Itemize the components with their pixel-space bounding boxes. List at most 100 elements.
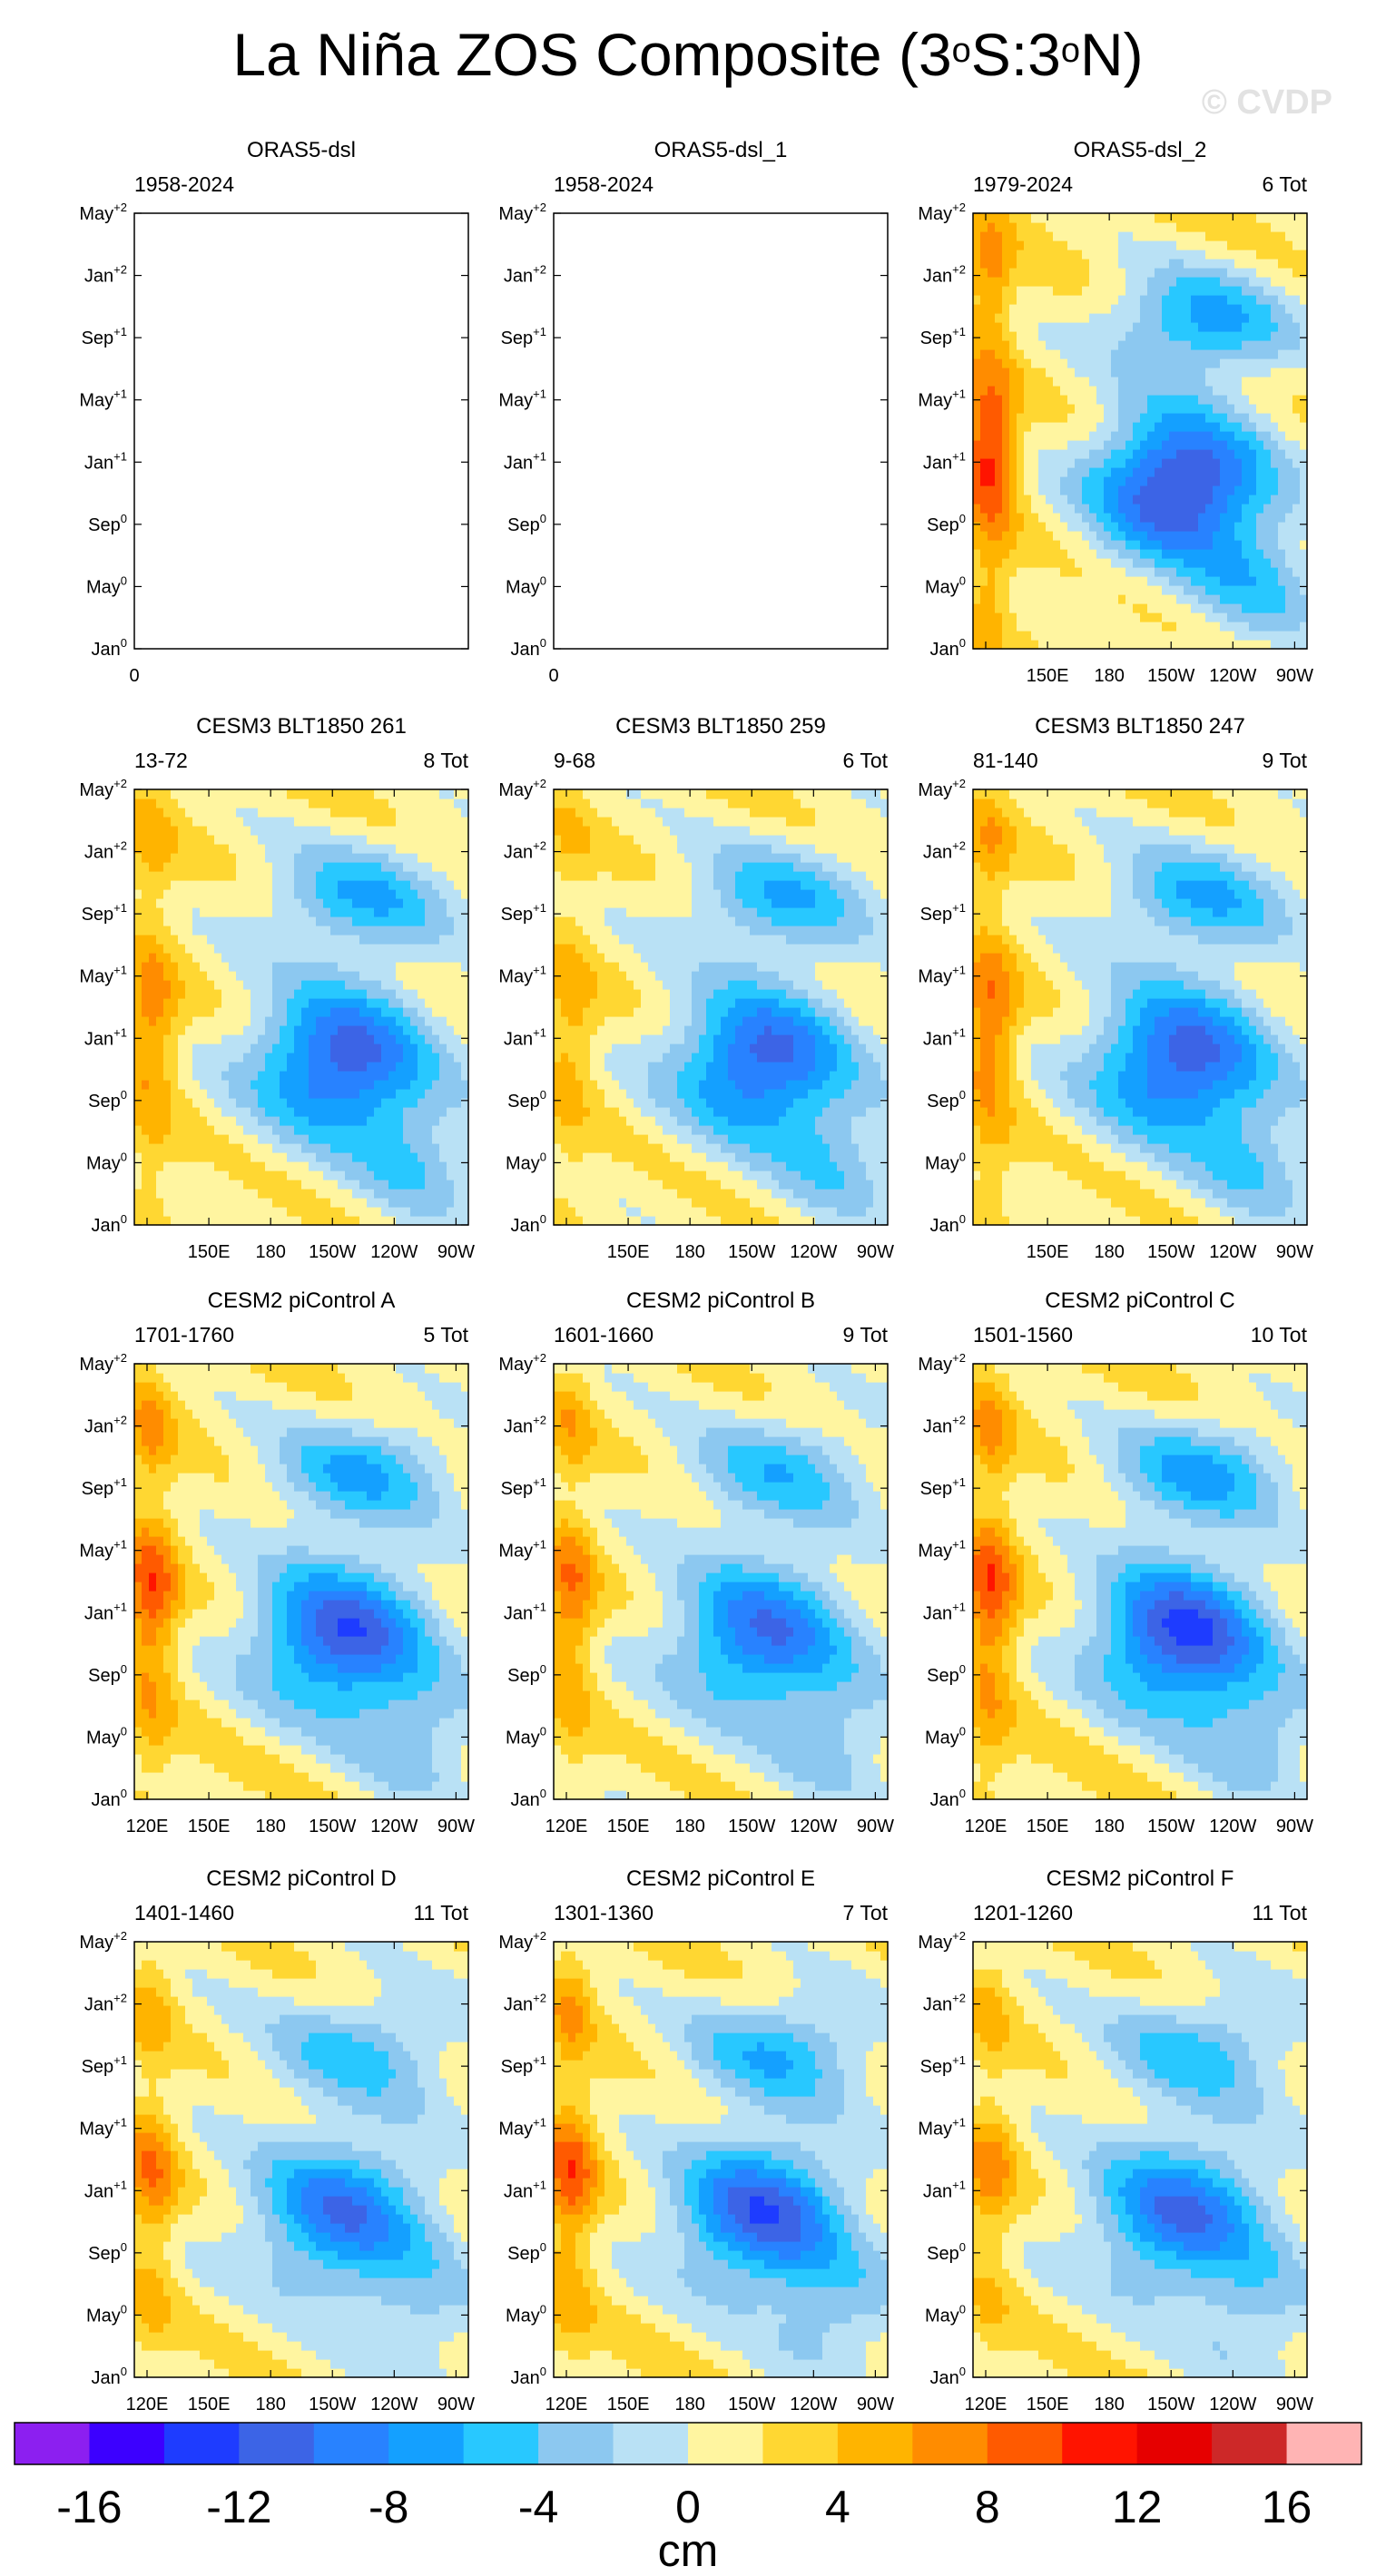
field-cell [1053, 622, 1061, 632]
field-cell [1002, 467, 1010, 477]
field-cell [1096, 504, 1105, 514]
field-cell [1249, 594, 1257, 604]
field-cell [1024, 549, 1032, 559]
field-cell [1242, 495, 1250, 504]
field-cell [1256, 377, 1264, 387]
field-cell [1125, 576, 1134, 586]
field-cell [973, 231, 981, 241]
field-cell [995, 631, 1003, 641]
field-cell [1234, 386, 1243, 396]
field-cell [1111, 213, 1119, 223]
field-cell [1038, 585, 1047, 595]
field-cell [1220, 349, 1228, 359]
field-cell [1169, 268, 1177, 278]
field-cell [1009, 404, 1017, 414]
field-cell [1125, 313, 1134, 323]
field-cell [1017, 513, 1025, 523]
field-cell [1242, 467, 1250, 477]
field-cell [1031, 231, 1039, 241]
field-cell [1256, 558, 1264, 568]
field-cell [1038, 295, 1047, 305]
field-cell [1111, 231, 1119, 241]
field-cell [1234, 449, 1243, 459]
field-cell [1089, 222, 1097, 232]
field-cell [1104, 231, 1112, 241]
field-cell [1198, 603, 1206, 613]
field-cell [1002, 250, 1010, 260]
field-cell [1205, 250, 1214, 260]
field-cell [1155, 440, 1163, 450]
field-cell [1067, 277, 1076, 287]
field-cell [1227, 431, 1235, 441]
field-cell [1089, 277, 1097, 287]
field-cell [1096, 631, 1105, 641]
field-cell [1038, 513, 1047, 523]
field-cell [1234, 495, 1243, 504]
field-cell [1234, 331, 1243, 341]
field-cell [1082, 250, 1090, 260]
field-cell [1198, 440, 1206, 450]
field-cell [1234, 277, 1243, 287]
field-cell [1213, 504, 1221, 514]
field-cell [1024, 449, 1032, 459]
field-cell [1104, 413, 1112, 423]
field-cell [1155, 449, 1163, 459]
field-cell [1082, 449, 1090, 459]
field-cell [1038, 340, 1047, 350]
field-cell [1002, 603, 1010, 613]
field-cell [1125, 522, 1134, 532]
field-cell [1234, 404, 1243, 414]
field-cell [1234, 295, 1243, 305]
field-cell [1075, 213, 1083, 223]
field-cell [1031, 222, 1039, 232]
field-cell [1162, 313, 1170, 323]
field-cell [1089, 268, 1097, 278]
field-cell [1220, 458, 1228, 468]
field-cell [988, 504, 996, 514]
field-cell [988, 340, 996, 350]
field-cell [1031, 268, 1039, 278]
field-cell [1133, 458, 1141, 468]
field-cell [1075, 504, 1083, 514]
field-cell [1133, 340, 1141, 350]
field-cell [1038, 449, 1047, 459]
field-cell [1053, 631, 1061, 641]
field-cell [1249, 404, 1257, 414]
field-cell [988, 603, 996, 613]
field-cell [980, 440, 988, 450]
field-cell [1096, 413, 1105, 423]
field-cell [995, 268, 1003, 278]
field-cell [1125, 585, 1134, 595]
field-cell [1162, 622, 1170, 632]
field-cell [1075, 259, 1083, 269]
field-cell [1140, 395, 1148, 405]
field-cell [1147, 458, 1155, 468]
field-cell [1227, 259, 1235, 269]
field-cell [1162, 431, 1170, 441]
field-cell [1075, 540, 1083, 550]
field-cell [1256, 395, 1264, 405]
field-cell [1024, 522, 1032, 532]
field-cell [1220, 268, 1228, 278]
field-cell [1227, 304, 1235, 314]
field-cell [1176, 594, 1184, 604]
field-cell [1046, 504, 1054, 514]
field-cell [1075, 485, 1083, 495]
field-cell [1060, 250, 1068, 260]
field-cell [1184, 440, 1192, 450]
field-cell [1104, 313, 1112, 323]
field-cell [1125, 504, 1134, 514]
field-cell [995, 622, 1003, 632]
field-cell [973, 286, 981, 296]
field-cell [1140, 367, 1148, 377]
field-cell [1053, 549, 1061, 559]
field-cell [1213, 250, 1221, 260]
field-cell [1227, 540, 1235, 550]
field-cell [1104, 513, 1112, 523]
field-cell [1147, 240, 1155, 250]
field-cell [995, 231, 1003, 241]
field-cell [1162, 522, 1170, 532]
x-tick-label: 0 [129, 666, 139, 686]
field-cell [1220, 576, 1228, 586]
field-cell [995, 358, 1003, 368]
